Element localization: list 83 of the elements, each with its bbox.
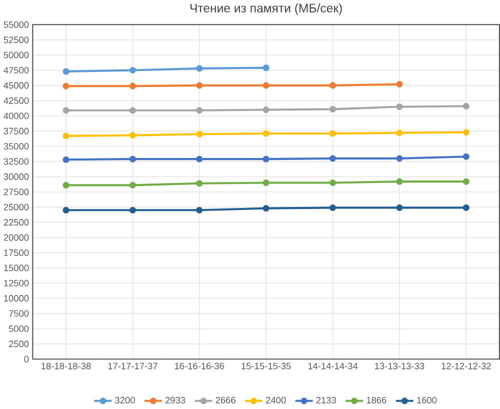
point <box>329 82 336 89</box>
x-tick-label: 15-15-15-35 <box>242 362 291 370</box>
point <box>462 178 470 185</box>
point <box>262 64 270 72</box>
point <box>129 66 136 74</box>
y-tick-label: 22500 <box>4 219 29 226</box>
legend-label: 2400 <box>266 396 286 404</box>
point <box>129 182 136 188</box>
point <box>262 106 270 114</box>
point <box>262 180 270 186</box>
y-tick-label: 47500 <box>4 66 29 74</box>
point <box>196 65 203 72</box>
y-tick-label: 20000 <box>4 234 29 241</box>
point <box>129 206 136 214</box>
y-tick-label: 55000 <box>4 21 29 28</box>
legend-label: 1600 <box>417 396 437 404</box>
y-tick-label: 10000 <box>4 295 29 302</box>
point <box>262 156 270 162</box>
point <box>462 204 470 211</box>
point <box>329 204 336 211</box>
y-tick-label: 42500 <box>4 97 29 104</box>
point <box>396 178 403 185</box>
point <box>129 107 136 114</box>
point <box>329 155 336 162</box>
y-tick-label: 37500 <box>4 128 29 134</box>
point <box>129 132 136 139</box>
x-tick-label: 17-17-17-37 <box>108 362 158 370</box>
point <box>329 180 336 186</box>
y-tick-label: 17500 <box>4 249 29 256</box>
x-tick-label: 13-13-13-33 <box>375 362 424 370</box>
point <box>462 102 470 110</box>
point <box>196 82 203 89</box>
point <box>62 182 70 188</box>
point <box>129 156 136 162</box>
y-tick-label: 0 <box>24 356 29 362</box>
x-tick-label: 14-14-14-34 <box>308 362 358 370</box>
legend-label: 3200 <box>115 396 135 404</box>
y-tick-label: 52500 <box>4 36 29 44</box>
legend-label: 2133 <box>316 396 336 404</box>
y-tick-label: 2500 <box>9 340 29 348</box>
point <box>329 130 336 137</box>
y-tick-label: 25000 <box>4 204 29 210</box>
y-tick-label: 50000 <box>4 52 29 58</box>
point <box>196 130 203 138</box>
y-tick-label: 27500 <box>4 188 29 196</box>
y-tick-label: 12500 <box>4 280 29 286</box>
y-tick-label: 40000 <box>4 112 29 120</box>
point <box>262 205 270 212</box>
point <box>62 107 70 114</box>
y-tick-label: 5000 <box>8 325 29 332</box>
point <box>62 206 70 214</box>
point <box>329 106 336 112</box>
point <box>62 132 70 140</box>
legend-label: 2666 <box>216 396 236 404</box>
y-tick-label: 15000 <box>4 264 29 272</box>
point <box>196 206 203 214</box>
y-tick-label: 7500 <box>9 310 29 317</box>
legend-label: 1866 <box>366 396 386 404</box>
x-tick-label: 18-18-18-38 <box>42 362 91 370</box>
point <box>62 156 70 163</box>
y-tick-label: 35000 <box>4 143 29 150</box>
chart-title: Чтение из памяти (МБ/сек) <box>190 3 342 15</box>
point <box>196 156 203 162</box>
point <box>129 82 136 90</box>
point <box>62 68 70 75</box>
legend-label: 2933 <box>165 396 186 404</box>
y-tick-label: 32500 <box>4 158 29 165</box>
point <box>396 155 403 162</box>
point <box>462 153 470 160</box>
point <box>196 180 203 187</box>
point <box>396 204 403 211</box>
x-tick-label: 16-16-16-36 <box>174 362 224 370</box>
point <box>62 82 70 90</box>
y-tick-label: 30000 <box>4 173 29 180</box>
y-tick-label: 45000 <box>4 82 29 89</box>
point <box>196 107 203 114</box>
point <box>396 103 403 110</box>
x-tick-label: 12-12-12-32 <box>442 362 491 370</box>
point <box>396 80 403 88</box>
point <box>462 129 470 136</box>
point <box>262 130 270 137</box>
point <box>262 82 270 89</box>
point <box>396 130 403 136</box>
